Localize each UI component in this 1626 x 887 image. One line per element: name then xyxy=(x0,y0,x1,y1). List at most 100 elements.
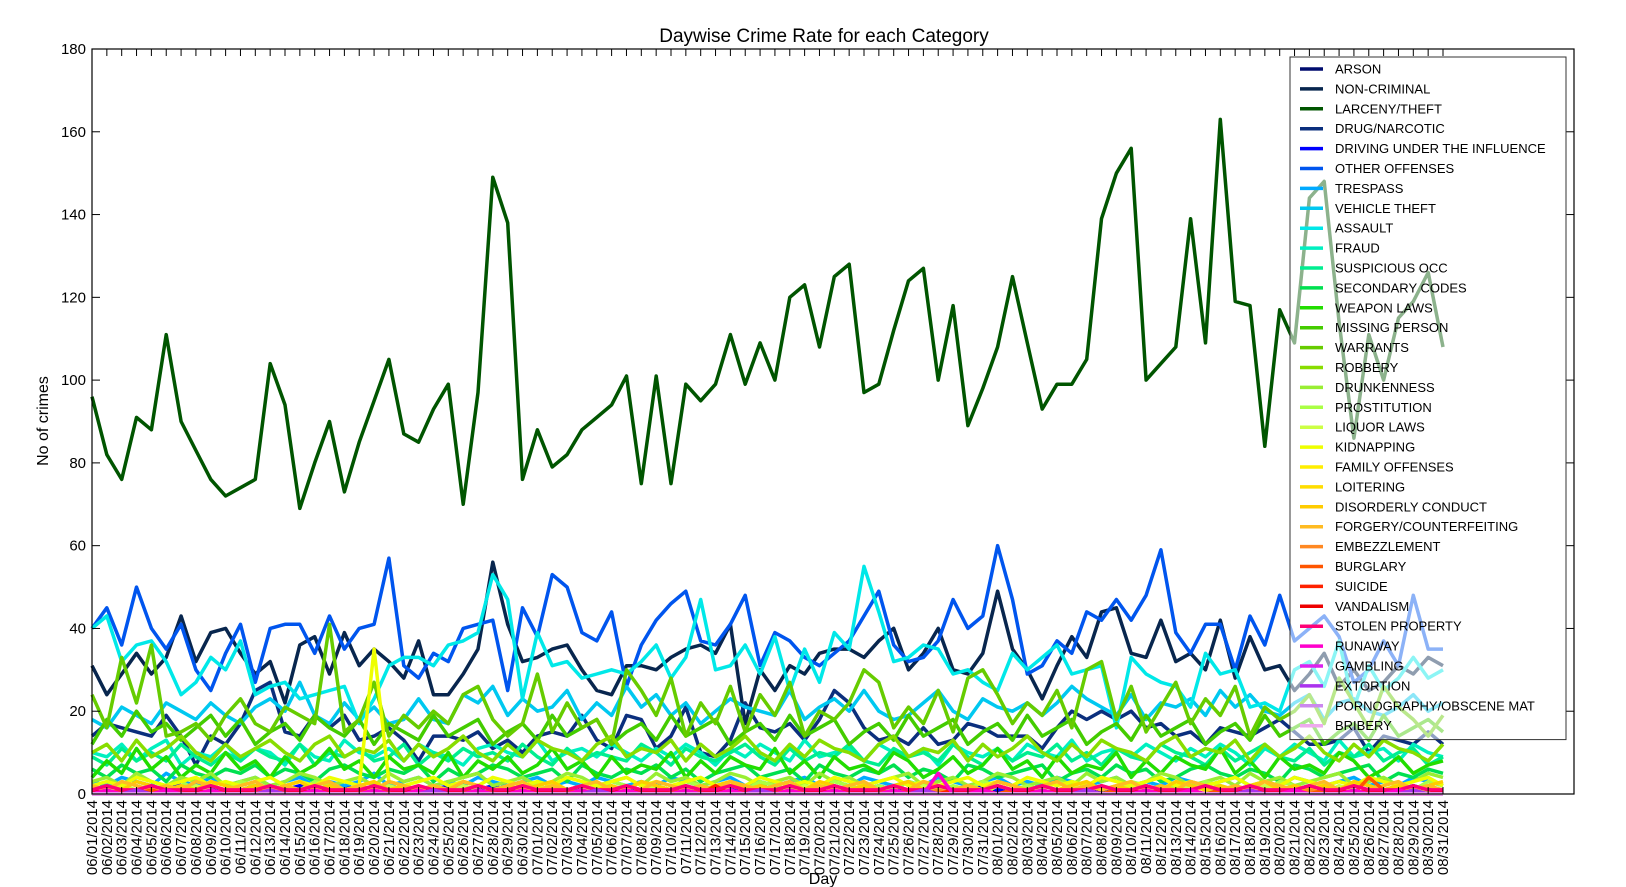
legend-label-loitering: LOITERING xyxy=(1335,479,1405,494)
legend-label-pornography-obscene-mat: PORNOGRAPHY/OBSCENE MAT xyxy=(1335,698,1535,713)
y-tick-label: 20 xyxy=(69,703,86,720)
x-tick-label: 06/20/2014 xyxy=(366,800,383,875)
x-tick-label: 08/23/2014 xyxy=(1316,800,1333,875)
x-tick-label: 07/25/2014 xyxy=(886,800,903,875)
legend-label-burglary: BURGLARY xyxy=(1335,559,1407,574)
x-tick-label: 07/22/2014 xyxy=(841,800,858,875)
x-tick-label: 08/04/2014 xyxy=(1034,800,1051,875)
legend-label-embezzlement: EMBEZZLEMENT xyxy=(1335,539,1441,554)
x-tick-label: 07/09/2014 xyxy=(648,800,665,875)
x-tick-label: 07/26/2014 xyxy=(901,800,918,875)
legend-label-assault: ASSAULT xyxy=(1335,221,1393,236)
x-tick-label: 07/02/2014 xyxy=(544,800,561,875)
x-tick-label: 07/19/2014 xyxy=(797,800,814,875)
x-tick-label: 06/01/2014 xyxy=(84,800,101,875)
x-tick-label: 08/21/2014 xyxy=(1287,800,1304,875)
x-tick-label: 07/04/2014 xyxy=(574,800,591,875)
legend-label-suicide: SUICIDE xyxy=(1335,579,1388,594)
x-tick-label: 06/15/2014 xyxy=(292,800,309,875)
x-tick-label: 08/10/2014 xyxy=(1123,800,1140,875)
x-tick-label: 06/26/2014 xyxy=(455,800,472,875)
x-tick-label: 07/05/2014 xyxy=(589,800,606,875)
x-tick-label: 08/29/2014 xyxy=(1405,800,1422,875)
legend-label-suspicious-occ: SUSPICIOUS OCC xyxy=(1335,261,1448,276)
legend-label-prostitution: PROSTITUTION xyxy=(1335,400,1432,415)
series-line-stolen-property xyxy=(91,783,1443,792)
x-tick-label: 07/17/2014 xyxy=(767,800,784,875)
x-tick-label: 07/24/2014 xyxy=(871,800,888,875)
series-line-other-offenses xyxy=(90,543,1443,693)
x-tick-label: 06/04/2014 xyxy=(129,800,146,875)
x-tick-label: 06/23/2014 xyxy=(411,800,428,875)
x-tick-label: 08/22/2014 xyxy=(1301,800,1318,875)
series-line-warrants xyxy=(90,622,1445,747)
x-tick-label: 06/27/2014 xyxy=(470,800,487,875)
x-tick-label: 07/15/2014 xyxy=(737,800,754,875)
x-tick-label: 08/01/2014 xyxy=(990,800,1007,875)
x-tick-label: 08/28/2014 xyxy=(1391,800,1408,875)
legend-label-missing-person: MISSING PERSON xyxy=(1335,320,1448,335)
legend-label-bribery: BRIBERY xyxy=(1335,718,1392,733)
legend-label-stolen-property: STOLEN PROPERTY xyxy=(1335,619,1462,634)
x-tick-label: 06/30/2014 xyxy=(515,800,532,875)
x-tick-label: 06/03/2014 xyxy=(114,800,131,875)
x-tick-label: 08/03/2014 xyxy=(1019,800,1036,875)
legend-label-vehicle-theft: VEHICLE THEFT xyxy=(1335,201,1436,216)
y-tick-label: 100 xyxy=(61,372,86,389)
y-tick-label: 140 xyxy=(61,207,86,224)
legend-label-forgery-counterfeiting: FORGERY/COUNTERFEITING xyxy=(1335,519,1518,534)
x-tick-label: 06/05/2014 xyxy=(143,800,160,875)
x-tick-label: 08/12/2014 xyxy=(1153,800,1170,875)
x-tick-label: 07/10/2014 xyxy=(663,800,680,875)
x-tick-label: 08/11/2014 xyxy=(1138,800,1155,874)
x-tick-label: 08/06/2014 xyxy=(1064,800,1081,875)
x-tick-label: 06/19/2014 xyxy=(351,800,368,875)
legend-label-arson: ARSON xyxy=(1335,62,1381,77)
series-line-larceny-theft xyxy=(90,117,1445,511)
x-tick-label: 06/17/2014 xyxy=(322,800,339,875)
x-tick-label: 08/20/2014 xyxy=(1272,800,1289,875)
legend-label-other-offenses: OTHER OFFENSES xyxy=(1335,161,1455,176)
legend-label-disorderly-conduct: DISORDERLY CONDUCT xyxy=(1335,499,1487,514)
x-tick-label: 06/02/2014 xyxy=(99,800,116,875)
x-tick-label: 08/26/2014 xyxy=(1361,800,1378,875)
legend-label-gambling: GAMBLING xyxy=(1335,659,1404,674)
y-tick-label: 0 xyxy=(78,786,86,803)
x-tick-label: 07/11/2014 xyxy=(678,800,695,874)
legend-box xyxy=(1289,56,1567,741)
x-axis-label: Day xyxy=(809,871,837,887)
legend-label-runaway: RUNAWAY xyxy=(1335,639,1400,654)
y-tick-label: 180 xyxy=(61,41,86,58)
x-tick-label: 06/07/2014 xyxy=(173,800,190,875)
x-tick-label: 06/25/2014 xyxy=(440,800,457,875)
y-tick-label: 60 xyxy=(69,538,86,555)
x-tick-label: 07/12/2014 xyxy=(693,800,710,875)
legend-label-fraud: FRAUD xyxy=(1335,241,1380,256)
legend-label-extortion: EXTORTION xyxy=(1335,678,1410,693)
y-tick-label: 80 xyxy=(69,455,86,472)
legend-label-liquor-laws: LIQUOR LAWS xyxy=(1335,420,1425,435)
x-tick-label: 06/22/2014 xyxy=(396,800,413,875)
x-tick-label: 08/05/2014 xyxy=(1049,800,1066,875)
x-tick-label: 08/19/2014 xyxy=(1257,800,1274,875)
x-tick-label: 08/25/2014 xyxy=(1346,800,1363,875)
x-tick-label: 07/01/2014 xyxy=(529,800,546,875)
x-tick-label: 07/08/2014 xyxy=(633,800,650,875)
x-tick-label: 08/07/2014 xyxy=(1079,800,1096,875)
x-tick-label: 07/18/2014 xyxy=(782,800,799,875)
x-tick-label: 06/13/2014 xyxy=(262,800,279,875)
x-tick-label: 06/16/2014 xyxy=(307,800,324,875)
legend-label-trespass: TRESPASS xyxy=(1335,181,1404,196)
legend-label-family-offenses: FAMILY OFFENSES xyxy=(1335,460,1454,475)
x-tick-label: 08/02/2014 xyxy=(1005,800,1022,875)
x-tick-label: 06/28/2014 xyxy=(485,800,502,875)
series-line-assault xyxy=(90,564,1444,730)
x-tick-label: 06/24/2014 xyxy=(426,800,443,875)
x-tick-label: 08/30/2014 xyxy=(1420,800,1437,875)
x-tick-label: 06/12/2014 xyxy=(247,800,264,875)
x-tick-label: 08/31/2014 xyxy=(1435,800,1452,875)
legend-label-drug-narcotic: DRUG/NARCOTIC xyxy=(1335,121,1445,136)
x-tick-label: 07/23/2014 xyxy=(856,800,873,875)
x-tick-label: 06/14/2014 xyxy=(277,800,294,875)
